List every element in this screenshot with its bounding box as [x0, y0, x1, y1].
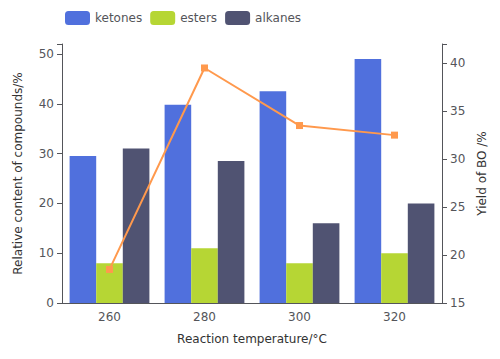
- svg-text:40: 40: [39, 97, 54, 111]
- svg-text:260: 260: [98, 310, 121, 324]
- svg-text:20: 20: [39, 196, 54, 210]
- svg-text:Yield of BO /%: Yield of BO /%: [475, 131, 489, 217]
- svg-text:alkanes: alkanes: [255, 11, 301, 25]
- svg-text:30: 30: [39, 147, 54, 161]
- svg-text:20: 20: [450, 248, 465, 262]
- svg-text:30: 30: [450, 152, 465, 166]
- svg-text:280: 280: [193, 310, 216, 324]
- svg-text:0: 0: [46, 296, 54, 310]
- svg-text:25: 25: [450, 200, 465, 214]
- svg-text:Relative content of compounds/: Relative content of compounds/%: [11, 72, 25, 274]
- svg-text:35: 35: [450, 104, 465, 118]
- svg-text:esters: esters: [180, 11, 217, 25]
- svg-text:10: 10: [39, 246, 54, 260]
- svg-text:320: 320: [383, 310, 406, 324]
- svg-text:15: 15: [450, 296, 465, 310]
- svg-text:50: 50: [39, 47, 54, 61]
- svg-text:300: 300: [288, 310, 311, 324]
- svg-text:40: 40: [450, 56, 465, 70]
- svg-text:ketones: ketones: [95, 11, 142, 25]
- svg-text:Reaction temperature/°C: Reaction temperature/°C: [177, 332, 327, 346]
